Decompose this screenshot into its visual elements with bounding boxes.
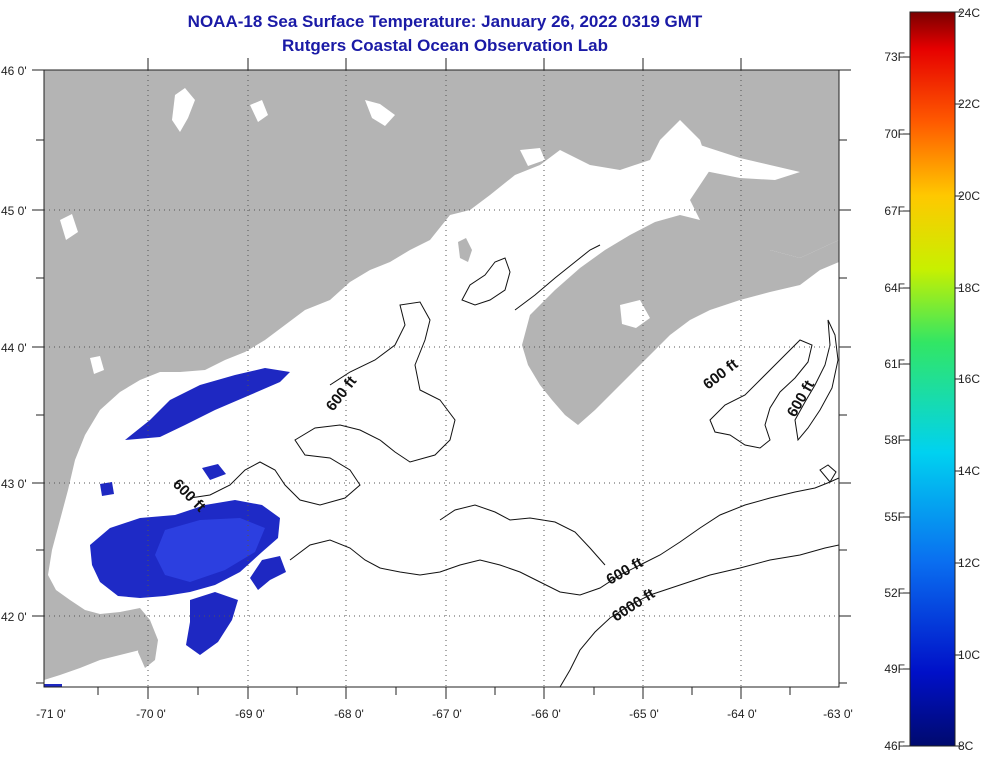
contour-600ft-georges <box>289 477 839 596</box>
lon-label: -69 0' <box>235 707 265 721</box>
land-nova-scotia <box>522 215 839 425</box>
lon-label: -64 0' <box>727 707 757 721</box>
sst-patch-south <box>186 592 238 655</box>
lon-label: -71 0' <box>36 707 66 721</box>
latitude-labels: 46 0' 45 0' 44 0' 43 0' 42 0' <box>1 64 27 624</box>
contour-600ft-gulf <box>189 301 456 506</box>
colorbar-f-label: 55F <box>884 510 905 524</box>
colorbar-c-label: 16C <box>958 372 980 386</box>
colorbar-f-label: 67F <box>884 204 905 218</box>
lat-label: 45 0' <box>1 204 27 218</box>
colorbar-f-label: 64F <box>884 281 905 295</box>
map-title: NOAA-18 Sea Surface Temperature: January… <box>187 12 703 31</box>
lon-label: -66 0' <box>531 707 561 721</box>
contour-browns-bank <box>819 464 837 483</box>
contour-6000ft <box>559 544 839 687</box>
longitude-labels: -71 0' -70 0' -69 0' -68 0' -67 0' -66 0… <box>36 707 853 721</box>
map-titles: NOAA-18 Sea Surface Temperature: January… <box>0 10 890 58</box>
colorbar-f-label: 49F <box>884 662 905 676</box>
colorbar-c-label: 22C <box>958 97 980 111</box>
lat-label: 46 0' <box>1 64 27 78</box>
lon-label: -68 0' <box>334 707 364 721</box>
lon-label: -63 0' <box>823 707 853 721</box>
land-mainland <box>44 70 839 680</box>
colorbar-celsius-labels: 24C 22C 20C 18C 16C 14C 12C 10C 8C <box>958 6 980 753</box>
lon-label: -65 0' <box>629 707 659 721</box>
sst-patch-north <box>125 368 290 440</box>
land-cape-cod <box>120 608 158 668</box>
map-frame <box>43 69 840 688</box>
colorbar-f-label: 61F <box>884 357 905 371</box>
contour-600ft-scotian-1 <box>709 339 813 449</box>
colorbar-f-label: 46F <box>884 739 905 753</box>
lat-label: 44 0' <box>1 341 27 355</box>
bathymetry-contours <box>189 244 839 687</box>
contour-german-bank <box>461 257 511 306</box>
colorbar-f-label: 73F <box>884 50 905 64</box>
sst-patch-warm-center <box>155 518 265 582</box>
colorbar-gradient <box>909 11 956 747</box>
contour-ridge <box>514 244 601 311</box>
map-area: 600 ft 600 ft 600 ft 600 ft 600 ft 6000 … <box>44 70 839 687</box>
colorbar-c-label: 10C <box>958 648 980 662</box>
colorbar-c-label: 24C <box>958 6 980 20</box>
colorbar: 73F 70F 67F 64F 61F 58F 55F 52F 49F 46F … <box>884 6 980 753</box>
colorbar-f-label: 70F <box>884 127 905 141</box>
land-grand-manan <box>458 238 472 262</box>
contour-600ft-scotian-2 <box>794 319 839 442</box>
colorbar-c-label: 8C <box>958 739 974 753</box>
colorbar-c-label: 12C <box>958 556 980 570</box>
lon-label: -70 0' <box>136 707 166 721</box>
map-subtitle: Rutgers Coastal Ocean Observation Lab <box>282 36 608 55</box>
lat-label: 42 0' <box>1 610 27 624</box>
colorbar-c-label: 20C <box>958 189 980 203</box>
colorbar-ticks <box>903 11 962 747</box>
colorbar-f-label: 52F <box>884 586 905 600</box>
contour-600ft-basin <box>439 504 606 566</box>
lat-label: 43 0' <box>1 477 27 491</box>
lon-label: -67 0' <box>432 707 462 721</box>
colorbar-c-label: 14C <box>958 464 980 478</box>
colorbar-fahrenheit-labels: 73F 70F 67F 64F 61F 58F 55F 52F 49F 46F <box>884 50 905 753</box>
axis-ticks <box>32 58 851 699</box>
colorbar-c-label: 18C <box>958 281 980 295</box>
colorbar-f-label: 58F <box>884 433 905 447</box>
